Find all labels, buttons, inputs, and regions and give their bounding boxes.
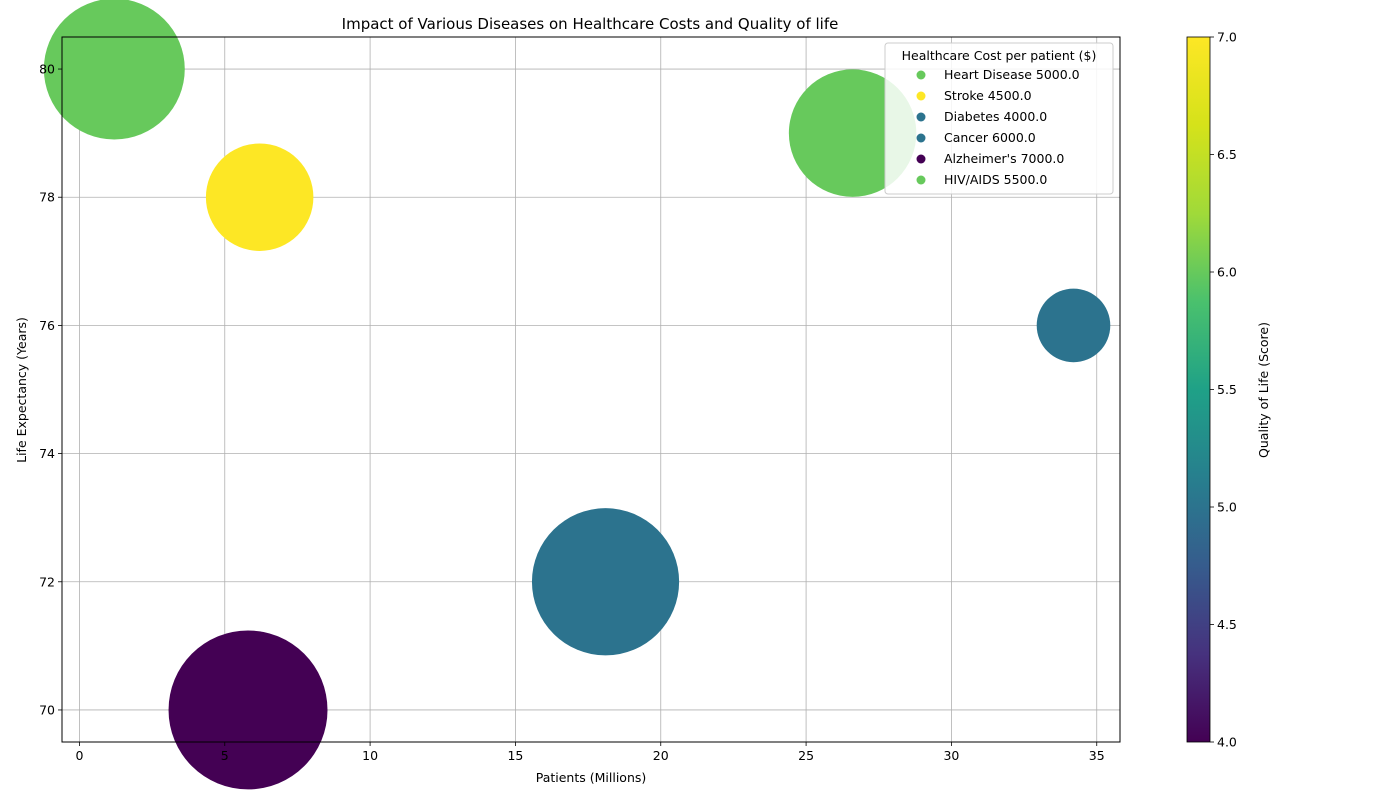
legend-marker — [916, 70, 926, 80]
y-tick-label: 80 — [39, 62, 55, 77]
x-axis: 0 5 10 15 20 25 30 35 — [75, 742, 1105, 763]
x-tick-label: 35 — [1089, 748, 1105, 763]
data-point — [1036, 288, 1111, 363]
x-tick-label: 30 — [943, 748, 959, 763]
y-tick-label: 70 — [39, 702, 55, 717]
data-point — [168, 630, 328, 790]
chart-title: Impact of Various Diseases on Healthcare… — [342, 15, 839, 33]
data-point — [43, 0, 185, 140]
legend-entry-label: HIV/AIDS 5500.0 — [944, 172, 1047, 187]
legend-entry-label: Stroke 4500.0 — [944, 88, 1032, 103]
data-point — [531, 508, 680, 656]
legend-entry-label: Heart Disease 5000.0 — [944, 67, 1080, 82]
colorbar-tick-label: 6.0 — [1217, 265, 1237, 280]
colorbar-tick-label: 7.0 — [1217, 30, 1237, 45]
y-tick-label: 74 — [39, 446, 55, 461]
legend-entry-label: Alzheimer's 7000.0 — [944, 151, 1064, 166]
colorbar: Quality of Life (Score) 4.0 4.5 5.0 5.5 6.0 6… — [1186, 30, 1271, 750]
colorbar-tick-label: 5.5 — [1217, 382, 1237, 397]
x-tick-label: 25 — [798, 748, 814, 763]
colorbar-tick-label: 5.0 — [1217, 500, 1237, 515]
legend-marker — [916, 175, 926, 185]
y-axis-label: Life Expectancy (Years) — [14, 317, 29, 463]
legend-entry-label: Diabetes 4000.0 — [944, 109, 1047, 124]
x-tick-label: 5 — [221, 748, 229, 763]
x-tick-label: 10 — [362, 748, 378, 763]
colorbar-tick-label: 4.5 — [1217, 617, 1237, 632]
colorbar-gradient — [1186, 36, 1211, 743]
data-points — [43, 0, 1111, 790]
colorbar-tick-label: 6.5 — [1217, 147, 1237, 162]
x-tick-label: 0 — [75, 748, 83, 763]
legend: Healthcare Cost per patient ($) Heart Di… — [884, 42, 1114, 195]
legend-marker — [916, 133, 926, 143]
colorbar-label: Quality of Life (Score) — [1256, 322, 1271, 458]
x-tick-label: 15 — [507, 748, 523, 763]
x-axis-label: Patients (Millions) — [536, 770, 647, 785]
y-tick-label: 76 — [39, 318, 55, 333]
legend-title: Healthcare Cost per patient ($) — [902, 48, 1097, 63]
plot-frame — [61, 36, 1121, 743]
colorbar-tick-label: 4.0 — [1217, 735, 1237, 750]
legend-marker — [916, 91, 926, 101]
y-tick-label: 72 — [39, 574, 55, 589]
legend-marker — [916, 154, 926, 164]
legend-marker — [916, 112, 926, 122]
legend-box — [884, 42, 1114, 195]
x-tick-label: 20 — [653, 748, 669, 763]
y-tick-label: 78 — [39, 190, 55, 205]
y-axis: 70 72 74 76 78 80 — [39, 62, 62, 717]
legend-entry-label: Cancer 6000.0 — [944, 130, 1036, 145]
data-point — [205, 143, 314, 251]
data-point — [788, 69, 917, 197]
